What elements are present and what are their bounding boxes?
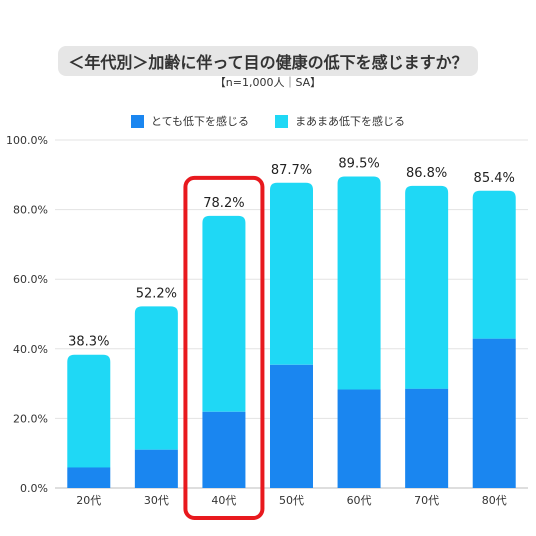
bar-segment-moderate bbox=[134, 306, 178, 450]
bar-segment-moderate bbox=[202, 215, 246, 412]
legend-item-strong: とても低下を感じる bbox=[130, 113, 250, 129]
bar-segment-strong bbox=[202, 411, 246, 488]
x-tick-label: 20代 bbox=[76, 494, 101, 507]
bar-segment-strong bbox=[337, 389, 381, 488]
bar-segment-moderate bbox=[405, 185, 449, 389]
bar-segment-strong bbox=[67, 467, 111, 488]
bar-segment-strong bbox=[134, 449, 178, 488]
bar-total-label: 89.5% bbox=[338, 157, 379, 172]
bar-segment-strong bbox=[405, 388, 449, 488]
bar-segment-strong bbox=[270, 364, 313, 488]
bar-segment-moderate bbox=[67, 354, 111, 468]
bar-total-label: 85.4% bbox=[474, 171, 515, 186]
legend-label-strong: とても低下を感じる bbox=[150, 115, 250, 128]
bar-segment-moderate bbox=[337, 176, 381, 390]
bar-segment-moderate bbox=[472, 190, 516, 339]
x-tick-label: 70代 bbox=[414, 494, 439, 507]
bar-total-label: 78.2% bbox=[203, 196, 244, 211]
highlight-box bbox=[183, 175, 265, 520]
x-tick-label: 50代 bbox=[279, 494, 304, 507]
legend-item-moderate: まあまあ低下を感じる bbox=[275, 113, 405, 129]
y-tick-label: 40.0% bbox=[13, 343, 48, 356]
bar-segment-moderate bbox=[270, 182, 313, 365]
bar-total-label: 38.3% bbox=[68, 335, 109, 350]
bar-total-label: 52.2% bbox=[136, 286, 177, 301]
legend-swatch-moderate bbox=[275, 114, 289, 128]
bar-total-label: 87.7% bbox=[271, 163, 312, 178]
bar-total-label: 86.8% bbox=[406, 166, 447, 181]
y-tick-label: 80.0% bbox=[13, 204, 48, 217]
chart-subtitle: 【n=1,000人｜SA】 bbox=[214, 76, 322, 89]
legend-swatch-strong bbox=[130, 114, 144, 128]
bar-segment-strong bbox=[472, 338, 516, 488]
y-tick-label: 0.0% bbox=[20, 482, 48, 495]
x-tick-label: 30代 bbox=[144, 494, 169, 507]
y-tick-label: 100.0% bbox=[6, 134, 48, 147]
x-tick-label: 80代 bbox=[482, 494, 507, 507]
legend-label-moderate: まあまあ低下を感じる bbox=[295, 115, 406, 128]
chart-title-wrap: ＜年代別＞加齢に伴って目の健康の低下を感じますか？ bbox=[0, 46, 536, 76]
y-tick-label: 60.0% bbox=[13, 273, 48, 286]
chart-legend: とても低下を感じる まあまあ低下を感じる bbox=[0, 113, 536, 129]
y-tick-label: 20.0% bbox=[13, 412, 48, 425]
x-tick-label: 60代 bbox=[347, 494, 372, 507]
x-tick-label: 40代 bbox=[211, 494, 236, 507]
chart-title: ＜年代別＞加齢に伴って目の健康の低下を感じますか？ bbox=[58, 46, 478, 76]
